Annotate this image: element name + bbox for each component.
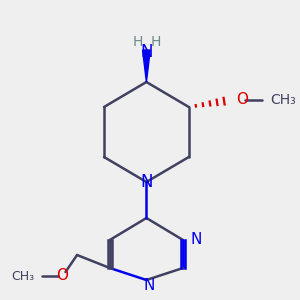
Text: O: O (236, 92, 248, 107)
Text: N: N (191, 232, 202, 247)
Text: H: H (132, 35, 142, 49)
Text: N: N (140, 173, 153, 191)
Polygon shape (142, 50, 150, 82)
Text: H: H (150, 35, 161, 49)
Text: O: O (56, 268, 68, 284)
Text: CH₃: CH₃ (12, 269, 35, 283)
Text: N: N (140, 43, 153, 61)
Text: N: N (144, 278, 155, 293)
Text: CH₃: CH₃ (271, 93, 296, 107)
